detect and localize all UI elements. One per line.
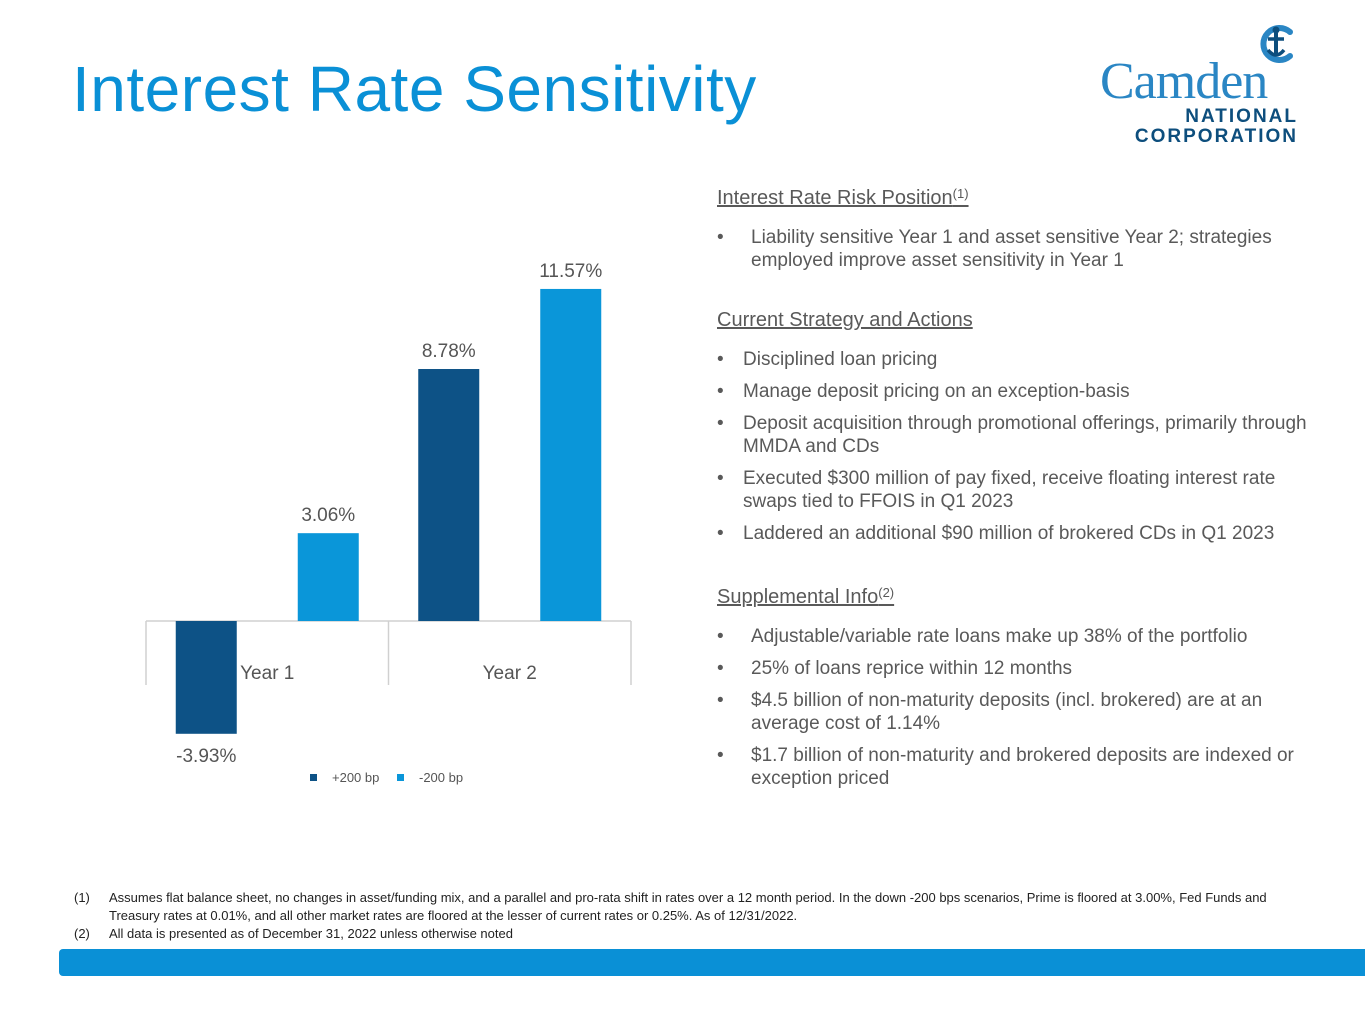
section-heading: Current Strategy and Actions xyxy=(717,309,973,331)
data-label: 3.06% xyxy=(301,505,355,526)
company-logo: Camden NATIONAL CORPORATION xyxy=(1100,22,1300,147)
footnotes: (1) Assumes flat balance sheet, no chang… xyxy=(74,889,1284,943)
bullet-list: • Liability sensitive Year 1 and asset se… xyxy=(717,226,1317,272)
list-item: • Executed $300 million of pay fixed, rec… xyxy=(717,468,1276,512)
footnote-2: (2) All data is presented as of December… xyxy=(74,925,1284,943)
logo-wordmark: Camden xyxy=(1100,53,1268,110)
chart-canvas: -3.93% 8.78% 3.06% 11.57% Year 1 Year 2 +200 b… xyxy=(145,261,632,785)
bullet-icon: • xyxy=(717,468,724,489)
list-item: • Laddered an additional $90 million of b… xyxy=(717,523,1275,544)
footnote-ref: (2) xyxy=(878,585,895,600)
rate-sensitivity-chart: -3.93% 8.78% 3.06% 11.57% Year 1 Year 2 +200 b… xyxy=(0,160,700,840)
data-label: 8.78% xyxy=(422,341,476,362)
list-item: • $1.7 billion of non-maturity and broker… xyxy=(717,745,1294,789)
data-label: 11.57% xyxy=(539,261,602,282)
bullet-icon: • xyxy=(717,227,724,248)
legend-swatch xyxy=(310,774,317,781)
bullet-list: • Disciplined loan pricing • Manage deposi… xyxy=(717,348,1317,545)
footer-accent-bar xyxy=(59,949,1365,976)
bullet-icon: • xyxy=(717,745,724,766)
bar-200bp-year-2 xyxy=(540,288,602,621)
bullet-icon: • xyxy=(717,349,724,370)
page-title: Interest Rate Sensitivity xyxy=(72,53,757,125)
section-heading: Interest Rate Risk Position(1) xyxy=(717,186,969,209)
bar-200bp-year-2 xyxy=(418,369,480,621)
list-item: • Deposit acquisition through promotional… xyxy=(717,413,1307,457)
x-tick-label: Year 1 xyxy=(240,663,294,684)
section-supplemental: Supplemental Info(2) • Adjustable/variabl… xyxy=(717,579,1317,790)
legend-label: -200 bp xyxy=(419,770,463,785)
list-item: • Manage deposit pricing on an exception-… xyxy=(717,381,1130,402)
bullet-icon: • xyxy=(717,413,724,434)
footnote-text: Assumes flat balance sheet, no changes i… xyxy=(109,890,1267,923)
footnote-ref: (1) xyxy=(952,186,969,201)
bullet-icon: • xyxy=(717,523,724,544)
legend-label: +200 bp xyxy=(332,770,379,785)
section-heading: Supplemental Info(2) xyxy=(717,585,895,608)
anchor-icon xyxy=(1260,25,1293,63)
list-item: • Liability sensitive Year 1 and asset se… xyxy=(717,227,1272,271)
bullet-icon: • xyxy=(717,381,724,402)
bullet-list: • Adjustable/variable rate loans make up … xyxy=(717,625,1317,790)
bullet-icon: • xyxy=(717,690,724,711)
section-risk-position: Interest Rate Risk Position(1) • Liabilit… xyxy=(717,180,1317,272)
footnote-1: (1) Assumes flat balance sheet, no chang… xyxy=(74,889,1284,925)
bullet-icon: • xyxy=(717,626,724,647)
footnote-number: (1) xyxy=(74,890,90,905)
footnote-text: All data is presented as of December 31,… xyxy=(109,926,513,941)
logo-line-corporation: CORPORATION xyxy=(1134,126,1298,147)
list-item: • Adjustable/variable rate loans make up … xyxy=(717,626,1248,647)
list-item: • Disciplined loan pricing xyxy=(717,349,938,370)
legend-swatch xyxy=(397,774,404,781)
bullet-icon: • xyxy=(717,658,724,679)
logo-line-national: NATIONAL xyxy=(1185,106,1298,127)
bar-200bp-year-1 xyxy=(297,533,359,621)
data-label: -3.93% xyxy=(176,746,236,767)
list-item: • 25% of loans reprice within 12 months xyxy=(717,658,1073,679)
x-tick-label: Year 2 xyxy=(483,663,537,684)
list-item: • $4.5 billion of non-maturity deposits (… xyxy=(717,690,1263,734)
right-column: Interest Rate Risk Position(1) • Liabilit… xyxy=(717,180,1317,799)
bar-200bp-year-1 xyxy=(175,621,237,734)
section-strategy: Current Strategy and Actions • Discipline… xyxy=(717,306,1317,545)
footnote-number: (2) xyxy=(74,926,90,941)
